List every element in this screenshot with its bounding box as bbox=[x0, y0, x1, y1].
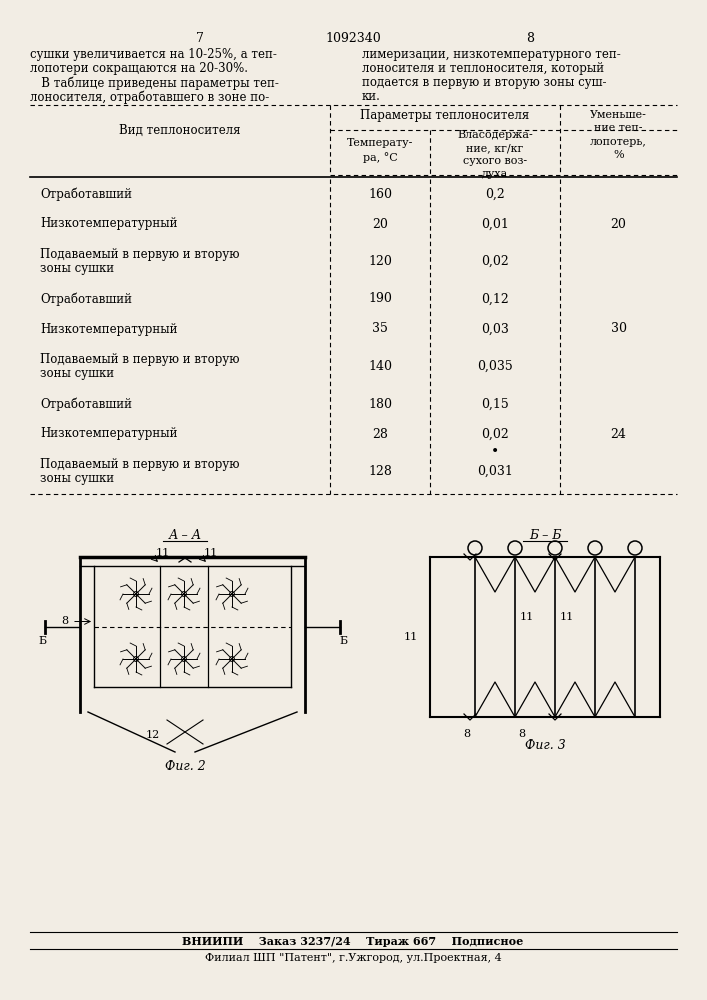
Text: 12: 12 bbox=[146, 730, 160, 740]
Text: •: • bbox=[491, 444, 499, 458]
Text: Власодержа-
ние, кг/кг
сухого воз-
духа: Власодержа- ние, кг/кг сухого воз- духа bbox=[457, 130, 533, 179]
Text: Подаваемый в первую и вторую: Подаваемый в первую и вторую bbox=[40, 353, 240, 366]
Text: Фиг. 3: Фиг. 3 bbox=[525, 739, 566, 752]
Text: 7: 7 bbox=[196, 32, 204, 45]
Text: Параметры теплоносителя: Параметры теплоносителя bbox=[361, 109, 530, 122]
Text: 11: 11 bbox=[560, 612, 574, 622]
Text: 8: 8 bbox=[61, 616, 68, 626]
Text: 35: 35 bbox=[372, 322, 388, 336]
Text: Уменьше-
ние теп-
лопотерь,
%: Уменьше- ние теп- лопотерь, % bbox=[590, 110, 647, 160]
Text: подается в первую и вторую зоны суш-: подается в первую и вторую зоны суш- bbox=[362, 76, 607, 89]
Text: 11: 11 bbox=[404, 632, 418, 642]
Text: 11: 11 bbox=[156, 548, 170, 558]
Text: 0,035: 0,035 bbox=[477, 360, 513, 373]
Text: 8: 8 bbox=[518, 729, 525, 739]
Text: Б: Б bbox=[339, 636, 347, 646]
Text: Низкотемпературный: Низкотемпературный bbox=[40, 322, 177, 336]
Text: Подаваемый в первую и вторую: Подаваемый в первую и вторую bbox=[40, 458, 240, 471]
Text: сушки увеличивается на 10-25%, а теп-: сушки увеличивается на 10-25%, а теп- bbox=[30, 48, 277, 61]
Text: Низкотемпературный: Низкотемпературный bbox=[40, 428, 177, 440]
Text: 0,02: 0,02 bbox=[481, 428, 509, 440]
Text: Подаваемый в первую и вторую: Подаваемый в первую и вторую bbox=[40, 248, 240, 261]
Text: 8: 8 bbox=[463, 729, 470, 739]
Text: 190: 190 bbox=[368, 292, 392, 306]
Text: 0,031: 0,031 bbox=[477, 465, 513, 478]
Text: Температу-
ра, °С: Температу- ра, °С bbox=[347, 138, 413, 163]
Text: 120: 120 bbox=[368, 255, 392, 268]
Text: 24: 24 bbox=[611, 428, 626, 440]
Text: 11: 11 bbox=[520, 612, 534, 622]
Text: 0,01: 0,01 bbox=[481, 218, 509, 231]
Text: 30: 30 bbox=[611, 322, 626, 336]
Text: 20: 20 bbox=[372, 218, 388, 231]
Text: 28: 28 bbox=[372, 428, 388, 440]
Text: лоносителя, отработавшего в зоне по-: лоносителя, отработавшего в зоне по- bbox=[30, 90, 269, 104]
Text: Вид теплоносителя: Вид теплоносителя bbox=[119, 123, 241, 136]
Text: 0,12: 0,12 bbox=[481, 292, 509, 306]
Text: Низкотемпературный: Низкотемпературный bbox=[40, 218, 177, 231]
Text: 140: 140 bbox=[368, 360, 392, 373]
Text: 0,02: 0,02 bbox=[481, 255, 509, 268]
Text: 1092340: 1092340 bbox=[325, 32, 381, 45]
Text: зоны сушки: зоны сушки bbox=[40, 262, 114, 275]
Text: 11: 11 bbox=[204, 548, 218, 558]
Text: А – А: А – А bbox=[168, 529, 201, 542]
Text: Отработавший: Отработавший bbox=[40, 187, 132, 201]
Text: ки.: ки. bbox=[362, 90, 381, 103]
Text: зоны сушки: зоны сушки bbox=[40, 472, 114, 485]
Text: 160: 160 bbox=[368, 188, 392, 200]
Text: Б – Б: Б – Б bbox=[529, 529, 561, 542]
Text: 8: 8 bbox=[526, 32, 534, 45]
Text: В таблице приведены параметры теп-: В таблице приведены параметры теп- bbox=[30, 76, 279, 90]
Text: 0,03: 0,03 bbox=[481, 322, 509, 336]
Text: Фиг. 2: Фиг. 2 bbox=[165, 760, 205, 773]
Text: Филиал ШП "Патент", г.Ужгород, ул.Проектная, 4: Филиал ШП "Патент", г.Ужгород, ул.Проект… bbox=[204, 953, 501, 963]
Text: 180: 180 bbox=[368, 397, 392, 410]
Text: Б: Б bbox=[38, 636, 46, 646]
Text: лопотери сокращаются на 20-30%.: лопотери сокращаются на 20-30%. bbox=[30, 62, 248, 75]
Text: зоны сушки: зоны сушки bbox=[40, 367, 114, 380]
Text: ВНИИПИ    Заказ 3237/24    Тираж 667    Подписное: ВНИИПИ Заказ 3237/24 Тираж 667 Подписное bbox=[182, 936, 524, 947]
Text: лимеризации, низкотемпературного теп-: лимеризации, низкотемпературного теп- bbox=[362, 48, 621, 61]
Text: 128: 128 bbox=[368, 465, 392, 478]
Text: лоносителя и теплоносителя, который: лоносителя и теплоносителя, который bbox=[362, 62, 604, 75]
Text: Отработавший: Отработавший bbox=[40, 397, 132, 411]
Text: 0,2: 0,2 bbox=[485, 188, 505, 200]
Text: Отработавший: Отработавший bbox=[40, 292, 132, 306]
Text: 20: 20 bbox=[611, 218, 626, 231]
Text: 0,15: 0,15 bbox=[481, 397, 509, 410]
